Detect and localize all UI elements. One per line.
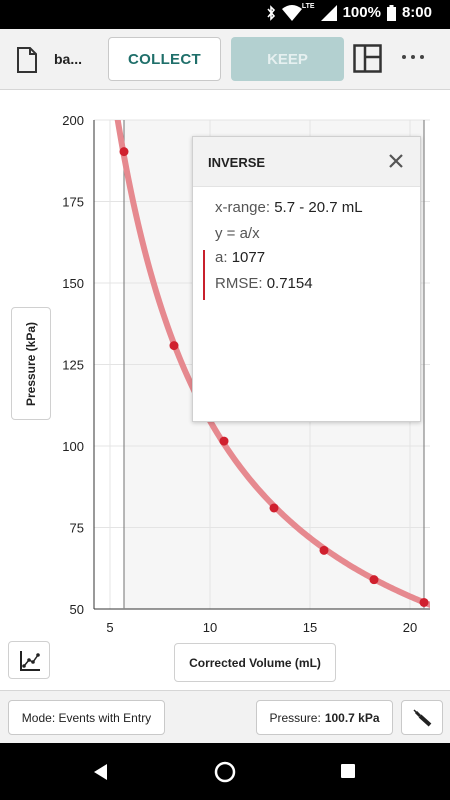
fit-rmse-value: 0.7154 bbox=[266, 275, 313, 292]
y-tick-label: 125 bbox=[62, 358, 84, 373]
x-tick-label: 20 bbox=[403, 620, 417, 635]
graph-tools-button[interactable] bbox=[8, 641, 50, 679]
layout-icon[interactable] bbox=[353, 44, 382, 73]
x-tick-label: 5 bbox=[106, 620, 113, 635]
curve-fit-title: INVERSE bbox=[208, 155, 266, 170]
file-name[interactable]: ba... bbox=[54, 51, 83, 67]
close-icon[interactable] bbox=[388, 153, 404, 169]
curve-fit-header: INVERSE bbox=[193, 137, 420, 187]
fit-rmse-row: RMSE: 0.7154 bbox=[215, 275, 313, 292]
data-point bbox=[369, 575, 379, 585]
data-point bbox=[269, 503, 279, 513]
status-bar: LTE 100% 8:00 bbox=[0, 0, 450, 29]
y-tick-label: 175 bbox=[62, 195, 84, 210]
file-icon[interactable] bbox=[16, 47, 38, 73]
bottom-bar: Mode: Events with Entry Pressure: 100.7 k… bbox=[0, 690, 450, 743]
bluetooth-icon bbox=[267, 4, 275, 21]
signal-icon bbox=[320, 4, 337, 21]
clock: 8:00 bbox=[401, 4, 432, 21]
y-tick-label: 50 bbox=[70, 602, 84, 617]
y-tick-label: 200 bbox=[62, 113, 84, 128]
home-icon[interactable] bbox=[214, 761, 236, 783]
curve-fit-panel: INVERSE x-range: 5.7 - 20.7 mL y = a/x a… bbox=[192, 136, 421, 422]
y-tick-label: 150 bbox=[62, 276, 84, 291]
data-point bbox=[219, 436, 229, 446]
sensor-probe-button[interactable] bbox=[401, 700, 443, 735]
graph-area: 5 10 15 20 50 75 100 125 150 175 200 Pressure (kPa… bbox=[0, 90, 450, 690]
y-axis-label: Pressure (kPa) bbox=[24, 321, 38, 406]
navigation-bar bbox=[0, 743, 450, 800]
y-tick-label: 75 bbox=[70, 521, 84, 536]
fit-equation: y = a/x bbox=[215, 225, 260, 242]
x-tick-label: 10 bbox=[203, 620, 217, 635]
fit-param-a-row: a: 1077 bbox=[215, 249, 265, 266]
sensor-meter-button[interactable]: Pressure: 100.7 kPa bbox=[256, 700, 393, 735]
keep-button[interactable]: KEEP bbox=[231, 37, 344, 81]
fit-xrange-row: x-range: 5.7 - 20.7 mL bbox=[215, 199, 363, 216]
data-point bbox=[119, 147, 129, 157]
back-icon[interactable] bbox=[94, 764, 108, 780]
battery-icon bbox=[386, 4, 396, 21]
data-point bbox=[319, 545, 329, 555]
recent-apps-icon[interactable] bbox=[341, 764, 355, 778]
y-tick-label: 100 bbox=[62, 439, 84, 454]
y-axis-label-button[interactable]: Pressure (kPa) bbox=[11, 307, 51, 420]
battery-percent: 100% bbox=[342, 4, 381, 21]
toolbar: ba... COLLECT KEEP bbox=[0, 29, 450, 90]
more-vert-icon[interactable] bbox=[402, 55, 424, 59]
collect-button[interactable]: COLLECT bbox=[108, 37, 221, 81]
data-point bbox=[169, 341, 179, 351]
mode-button[interactable]: Mode: Events with Entry bbox=[8, 700, 165, 735]
x-tick-label: 15 bbox=[303, 620, 317, 635]
fit-xrange-label: x-range: bbox=[215, 199, 271, 216]
status-icons: LTE 100% 8:00 bbox=[266, 3, 432, 21]
fit-series-color-bar bbox=[203, 250, 205, 300]
fit-param-a-value: 1077 bbox=[231, 249, 266, 266]
lte-label: LTE bbox=[301, 3, 315, 10]
fit-xrange-value: 5.7 - 20.7 mL bbox=[274, 199, 363, 216]
wifi-icon bbox=[281, 4, 302, 21]
fit-rmse-label: RMSE: bbox=[215, 275, 263, 292]
probe-icon bbox=[413, 709, 432, 727]
graph-tools-icon bbox=[20, 651, 40, 671]
meter-value: 100.7 kPa bbox=[324, 710, 380, 725]
data-point bbox=[419, 597, 429, 607]
fit-param-a-label: a: bbox=[215, 249, 228, 266]
meter-label: Pressure: bbox=[269, 710, 321, 725]
x-axis-label-button[interactable]: Corrected Volume (mL) bbox=[174, 643, 336, 682]
